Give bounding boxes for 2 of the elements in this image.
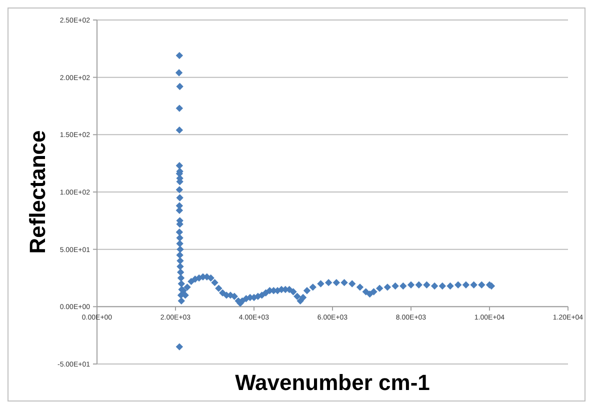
y-axis-title: Reflectance: [25, 130, 50, 254]
x-axis-title: Wavenumber cm-1: [235, 370, 430, 395]
